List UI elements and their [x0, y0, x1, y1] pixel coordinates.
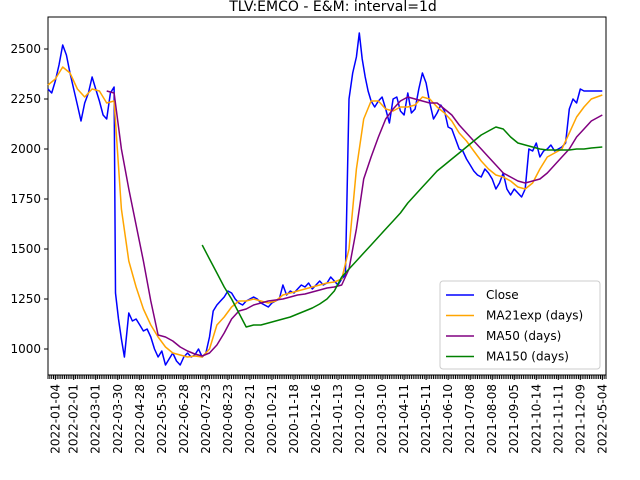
x-tick-label: 2021-12-09	[573, 384, 587, 454]
x-tick-label: 2022-02-01	[67, 384, 81, 454]
x-tick-label: 2021-10-14	[529, 384, 543, 454]
legend-label: MA150 (days)	[486, 350, 569, 364]
series-line-2	[47, 66, 603, 358]
y-tick-label: 1500	[10, 242, 41, 256]
legend-box	[439, 280, 601, 370]
x-axis: 2022-01-04 2022-02-01 2022-03-01 2022-03-30…	[47, 375, 609, 454]
x-tick-label: 2022-06-28	[177, 384, 191, 454]
x-tick-label: 2022-04-28	[133, 384, 147, 454]
series-line-1	[47, 32, 603, 366]
x-tick-label: 2022-05-30	[155, 384, 169, 454]
legend-label: MA50 (days)	[486, 329, 561, 343]
y-tick-label: 2250	[10, 92, 41, 106]
y-tick-label: 2500	[10, 42, 41, 56]
x-tick-label: 2022-03-30	[111, 384, 125, 454]
x-tick-label: 2021-04-11	[397, 384, 411, 454]
x-tick-label: 2020-12-16	[309, 384, 323, 454]
x-tick-label: 2021-05-11	[419, 384, 433, 454]
x-tick-label: 2022-01-04	[48, 384, 62, 454]
y-axis: 1000 1250 1500 1750 2000 2250 2500	[10, 42, 48, 356]
y-tick-label: 1250	[10, 292, 41, 306]
x-tick-label: 2021-03-10	[375, 384, 389, 454]
x-tick-label: 2021-02-10	[353, 384, 367, 454]
legend-label: MA21exp (days)	[486, 309, 583, 323]
x-tick-label: 2020-10-21	[265, 384, 279, 454]
x-tick-label: 2022-03-01	[89, 384, 103, 454]
x-tick-label: 2021-01-13	[331, 384, 345, 454]
x-tick-label: 2021-11-11	[551, 384, 565, 454]
x-tick-label: 2021-09-05	[507, 384, 521, 454]
series-layer	[47, 32, 603, 366]
x-tick-label: 2020-09-21	[243, 384, 257, 454]
y-tick-label: 1000	[10, 342, 41, 356]
legend-label: Close	[486, 288, 519, 302]
y-tick-label: 1750	[10, 192, 41, 206]
series-line-3	[106, 90, 603, 357]
x-tick-label: 2021-06-10	[441, 384, 455, 454]
x-tick-label: 2021-08-08	[485, 384, 499, 454]
chart-title: TLV:EMCO - E&M: interval=1d	[228, 0, 437, 15]
y-tick-label: 2000	[10, 142, 41, 156]
x-tick-label: 2020-07-23	[199, 384, 213, 454]
legend: Close MA21exp (days) MA50 (days) MA150 (day…	[439, 280, 601, 370]
x-tick-label: 2022-05-04	[595, 384, 609, 454]
x-tick-label: 2021-07-08	[463, 384, 477, 454]
x-tick-label: 2020-11-18	[287, 384, 301, 454]
series-line-4	[201, 126, 603, 328]
x-tick-label: 2020-08-23	[221, 384, 235, 454]
